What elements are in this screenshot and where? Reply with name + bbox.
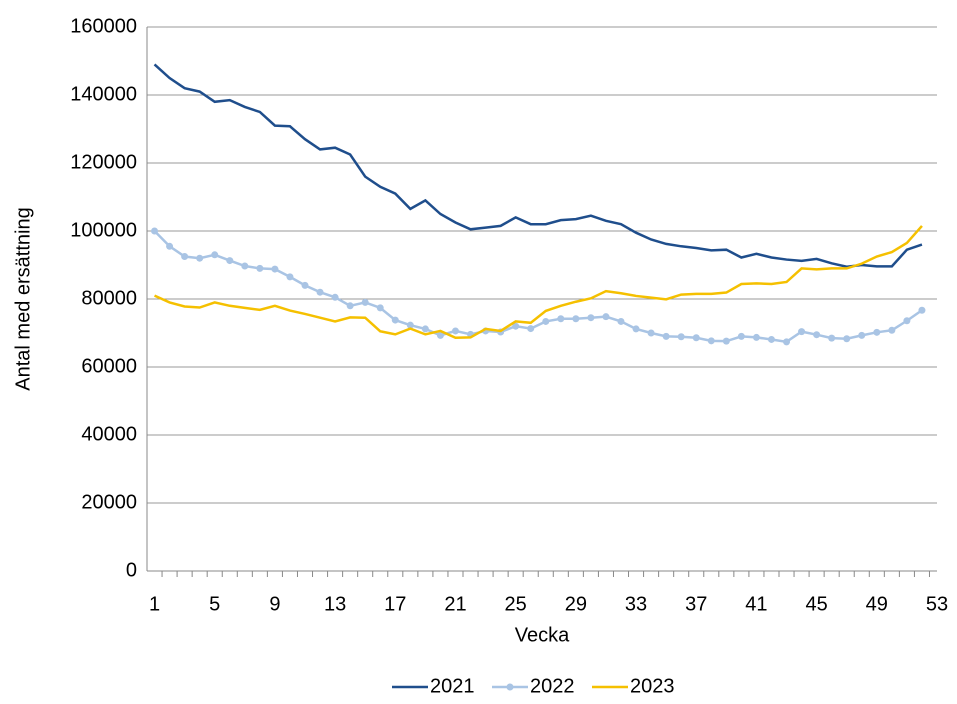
point: [783, 338, 791, 346]
point: [346, 302, 354, 310]
y-tick-label: 140000: [70, 83, 137, 105]
point: [858, 331, 866, 339]
x-tick-label: 53: [926, 593, 948, 615]
point: [406, 321, 414, 329]
point: [557, 315, 565, 323]
y-tick-label: 120000: [70, 151, 137, 173]
x-axis-label: Vecka: [515, 624, 570, 646]
point: [512, 322, 520, 330]
legend-label: 2022: [530, 675, 575, 697]
legend-marker: [506, 683, 514, 691]
point: [798, 328, 806, 336]
y-tick-label: 20000: [81, 491, 137, 513]
point: [843, 335, 851, 343]
point: [813, 331, 821, 339]
point: [692, 334, 700, 342]
legend-label: 2021: [430, 675, 475, 697]
y-tick-label: 40000: [81, 423, 137, 445]
point: [722, 337, 730, 345]
y-tick-label: 160000: [70, 15, 137, 37]
point: [662, 332, 670, 340]
point: [828, 334, 836, 342]
point: [752, 333, 760, 341]
x-tick-label: 21: [444, 593, 466, 615]
point: [421, 325, 429, 333]
point: [767, 335, 775, 343]
point: [737, 332, 745, 340]
point: [873, 328, 881, 336]
x-tick-label: 13: [324, 593, 346, 615]
x-tick-label: 41: [745, 593, 767, 615]
point: [301, 281, 309, 289]
x-tick-label: 1: [149, 593, 160, 615]
point: [903, 317, 911, 325]
y-axis-label: Antal med ersättning: [12, 207, 34, 390]
point: [316, 288, 324, 296]
y-tick-label: 0: [126, 559, 137, 581]
x-tick-label: 25: [505, 593, 527, 615]
series-line: [154, 225, 923, 340]
point: [888, 326, 896, 334]
point: [196, 254, 204, 262]
point: [211, 251, 219, 259]
point: [572, 315, 580, 323]
x-tick-label: 33: [625, 593, 647, 615]
legend-label: 2023: [630, 675, 675, 697]
series-line: [153, 230, 923, 344]
point: [241, 262, 249, 270]
x-tick-label: 9: [269, 593, 280, 615]
point: [677, 333, 685, 341]
point: [271, 265, 279, 273]
x-tick-label: 49: [866, 593, 888, 615]
point: [451, 327, 459, 335]
point: [286, 273, 294, 281]
point: [181, 253, 189, 260]
point: [226, 257, 234, 265]
y-tick-label: 100000: [70, 219, 137, 241]
point: [151, 227, 159, 235]
point: [376, 304, 384, 312]
point: [331, 293, 339, 301]
point: [918, 306, 926, 314]
x-tick-label: 29: [565, 593, 587, 615]
y-tick-label: 80000: [81, 287, 137, 309]
point: [587, 314, 595, 322]
point: [707, 337, 715, 345]
point: [602, 313, 610, 321]
point: [166, 242, 174, 250]
point: [436, 331, 444, 339]
point: [256, 264, 264, 272]
x-tick-label: 5: [209, 593, 220, 615]
point: [527, 325, 535, 333]
x-tick-label: 37: [685, 593, 707, 615]
point: [617, 317, 625, 325]
y-tick-label: 60000: [81, 355, 137, 377]
x-tick-label: 45: [805, 593, 827, 615]
point: [542, 317, 550, 325]
point: [632, 325, 640, 333]
point: [391, 316, 399, 324]
x-tick-label: 17: [384, 593, 406, 615]
point: [361, 298, 369, 306]
series-line: [153, 63, 923, 268]
point: [647, 329, 655, 337]
